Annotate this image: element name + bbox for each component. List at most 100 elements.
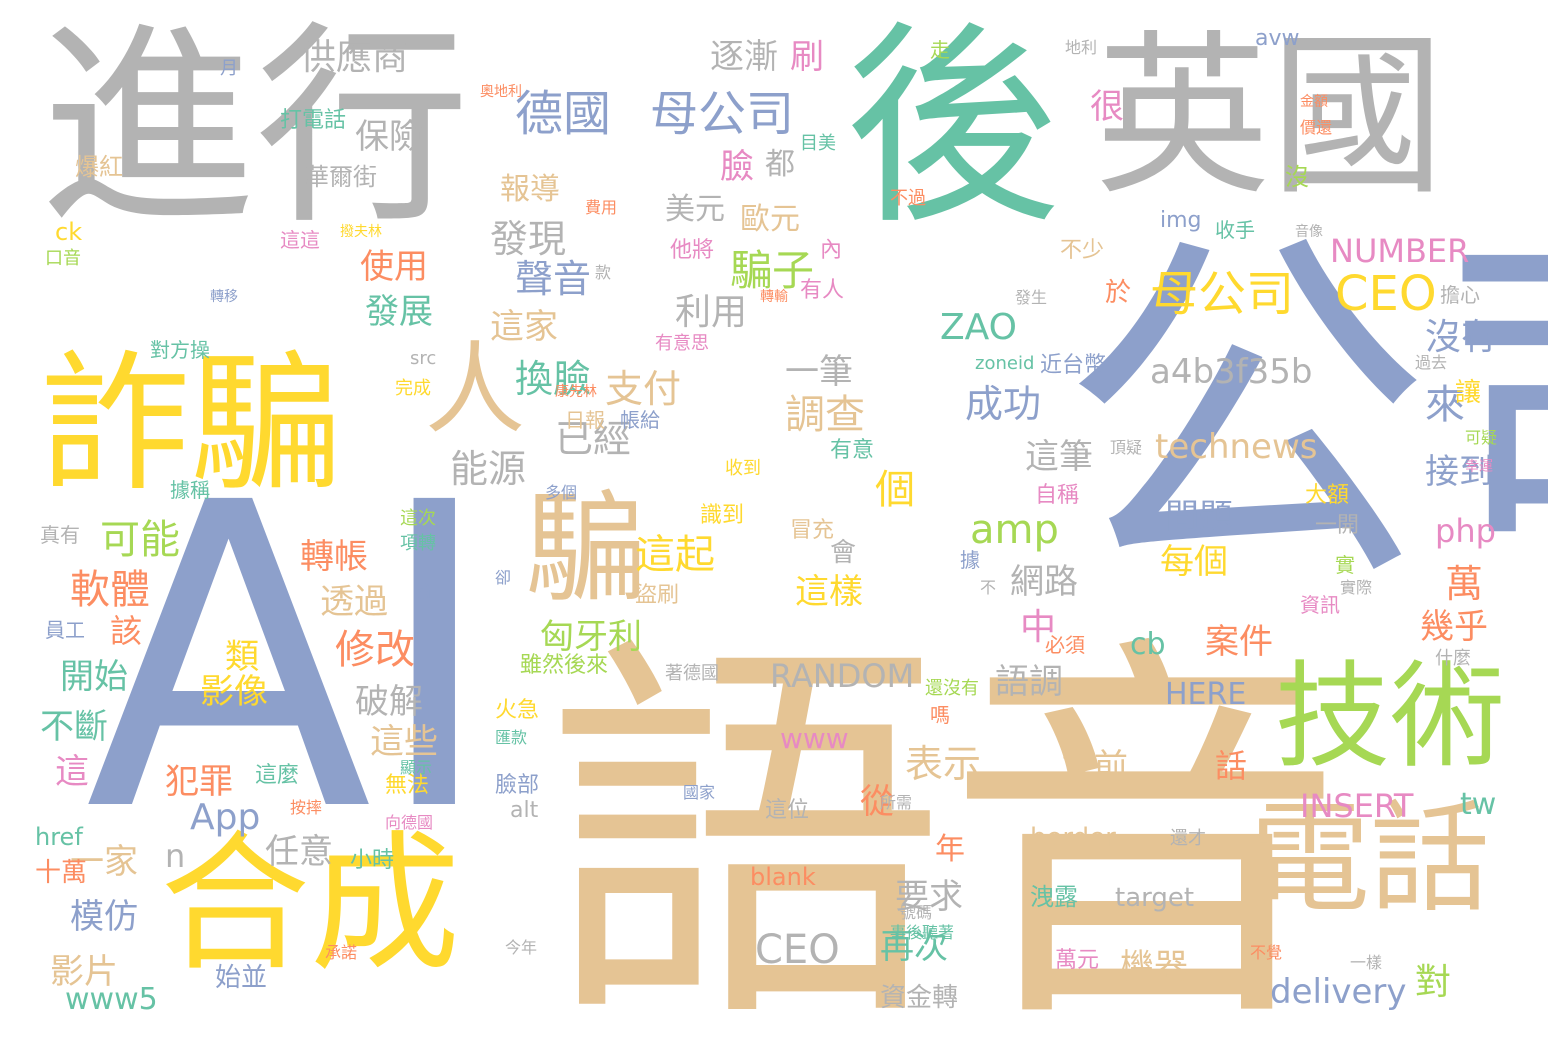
word-145: 冒充 (790, 518, 835, 543)
word-186: 價還 (1300, 118, 1333, 137)
word-4: AI (85, 415, 497, 904)
word-166: 嗎 (930, 703, 950, 727)
word-160: 資訊 (1300, 593, 1340, 617)
word-42: 沒有 (1425, 317, 1498, 358)
word-141: 有意思 (655, 333, 709, 354)
word-86: INSERT (1300, 787, 1414, 825)
word-60: 網路 (1010, 562, 1078, 602)
word-152: 員工 (45, 618, 85, 642)
word-95: 要求 (895, 877, 963, 917)
word-97: target (1115, 883, 1195, 913)
word-124: 他將 (670, 238, 715, 263)
word-75: 破解 (355, 682, 423, 722)
word-89: 任意 (265, 832, 333, 872)
word-100: 機器 (1120, 947, 1188, 987)
word-0: 進行 (40, 2, 470, 253)
word-142: 收到 (725, 458, 761, 479)
word-41: 調查 (785, 392, 865, 438)
word-121: 帳給 (620, 408, 660, 432)
word-113: 打電話 (280, 108, 347, 133)
word-56: 軟體 (70, 567, 150, 613)
word-107: 小時 (350, 848, 395, 873)
word-159: 必須 (1045, 633, 1085, 657)
word-194: 款 (595, 263, 612, 282)
word-91: n (165, 837, 186, 875)
word-80: 表示 (905, 742, 982, 786)
word-65: 這樣 (795, 572, 863, 612)
word-111: href (35, 823, 83, 851)
word-136: 讓 (1455, 378, 1482, 408)
word-5: 語音 (545, 607, 1345, 1052)
word-156: 卻 (495, 568, 512, 587)
word-177: 號碼 (900, 903, 933, 922)
word-67: cb (1130, 627, 1166, 662)
word-81: 之前 (1060, 747, 1128, 787)
word-87: tw (1460, 787, 1497, 822)
word-163: 不 (980, 578, 997, 597)
word-201: a (415, 572, 433, 605)
word-120: 日報 (565, 408, 605, 432)
word-10: 騙 (525, 480, 645, 619)
word-199: 實際 (1340, 578, 1373, 597)
word-40: 一筆 (785, 352, 853, 392)
word-44: 能源 (450, 447, 527, 491)
word-195: 康先林 (555, 384, 597, 400)
word-114: 爆紅 (75, 153, 123, 181)
word-93: border (1030, 823, 1116, 853)
word-28: 歐元 (740, 202, 800, 237)
word-167: 火急 (495, 698, 540, 723)
word-154: 項轉 (400, 533, 436, 554)
word-188: 轉移 (210, 289, 238, 305)
word-179: 不覺 (1250, 943, 1283, 962)
word-47: 這筆 (1025, 437, 1093, 477)
word-50: 可能 (100, 517, 180, 563)
word-1: 後 (845, 2, 1060, 253)
word-88: App (190, 797, 261, 838)
word-135: 擔心 (1440, 283, 1480, 307)
word-61: 萬 (1445, 562, 1484, 606)
word-150: 據稱 (170, 478, 210, 502)
word-132: avw (1255, 26, 1300, 51)
word-99: 再次 (880, 927, 948, 967)
word-68: 案件 (1205, 622, 1273, 662)
word-38: 換臉 (515, 357, 592, 401)
word-16: CEO (755, 927, 840, 973)
word-32: 使用 (360, 247, 428, 287)
word-161: 什麼 (1435, 648, 1471, 669)
word-14: 母公司 (1150, 266, 1295, 322)
word-83: 這 (55, 752, 89, 792)
word-130: img (1160, 208, 1202, 233)
word-66: 中 (1020, 607, 1057, 648)
word-34: 這家 (490, 307, 558, 347)
word-180: 一樣 (1350, 953, 1383, 972)
word-125: 於 (1105, 278, 1132, 308)
word-23: 都 (765, 147, 795, 182)
word-58: 這起 (635, 532, 715, 578)
word-94: 模仿 (70, 897, 138, 937)
word-108: 無法 (385, 773, 430, 798)
word-190: 發生 (1015, 288, 1048, 307)
word-90: 一家 (70, 842, 138, 882)
word-36: 成功 (965, 382, 1042, 426)
word-43: 來 (1425, 382, 1465, 428)
word-96: blank (750, 863, 816, 891)
word-110: 萬元 (1055, 948, 1100, 973)
word-117: 對方操 (150, 338, 210, 362)
word-153: 這次 (400, 508, 436, 529)
word-33: 發展 (365, 292, 433, 332)
word-79: www (780, 722, 849, 755)
word-20: 刷 (790, 37, 824, 77)
word-191: 費用 (585, 198, 618, 217)
word-70: 開始 (60, 657, 128, 697)
word-119: src (410, 348, 437, 369)
word-52: amp (970, 507, 1059, 553)
word-164: 著德國 (665, 663, 719, 684)
word-162: 據 (960, 548, 980, 572)
word-15: CEO (1335, 266, 1437, 322)
word-30: 利用 (675, 292, 748, 333)
word-172: 這麼 (255, 763, 300, 788)
word-134: 月 (220, 58, 238, 79)
word-158: 雖然後來 (520, 653, 609, 678)
word-175: 這位 (765, 798, 810, 823)
